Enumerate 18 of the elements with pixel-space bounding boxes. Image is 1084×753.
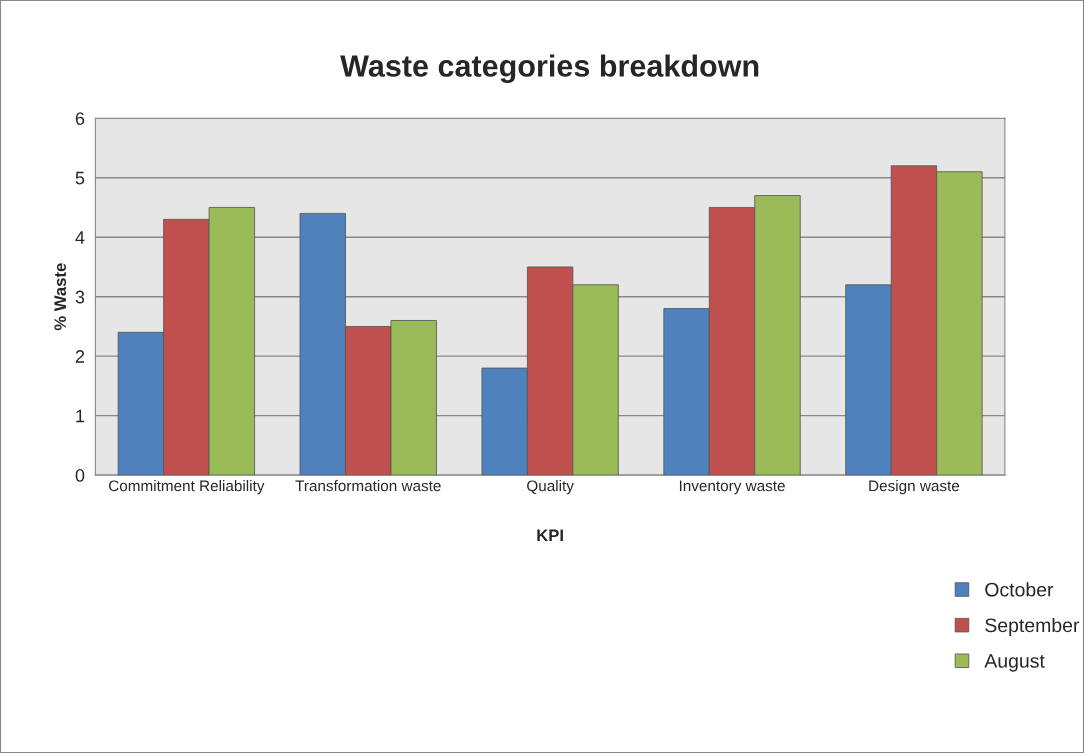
legend-label: September: [985, 617, 1080, 636]
legend-label: October: [985, 582, 1054, 597]
y-tick-label: 6: [75, 112, 85, 125]
x-tick-label: Design waste: [869, 480, 960, 495]
y-tick-label: 3: [75, 290, 85, 304]
legend-label: August: [984, 654, 1045, 672]
x-tick-label: Quality: [527, 480, 574, 495]
y-tick-label: 1: [76, 409, 85, 423]
y-axis-title: % Waste: [54, 263, 67, 331]
x-tick-label: Transformation waste: [295, 480, 441, 492]
x-axis-title: KPI: [537, 529, 563, 542]
y-tick-label: 0: [75, 469, 85, 482]
y-tick-label: 5: [75, 171, 85, 185]
chart-title: Waste categories breakdown: [340, 54, 759, 84]
y-tick-label: 4: [75, 231, 85, 244]
x-tick-label: Inventory waste: [679, 480, 785, 495]
y-tick-label: 2: [75, 350, 85, 363]
x-tick-label: Commitment Reliability: [109, 480, 265, 495]
